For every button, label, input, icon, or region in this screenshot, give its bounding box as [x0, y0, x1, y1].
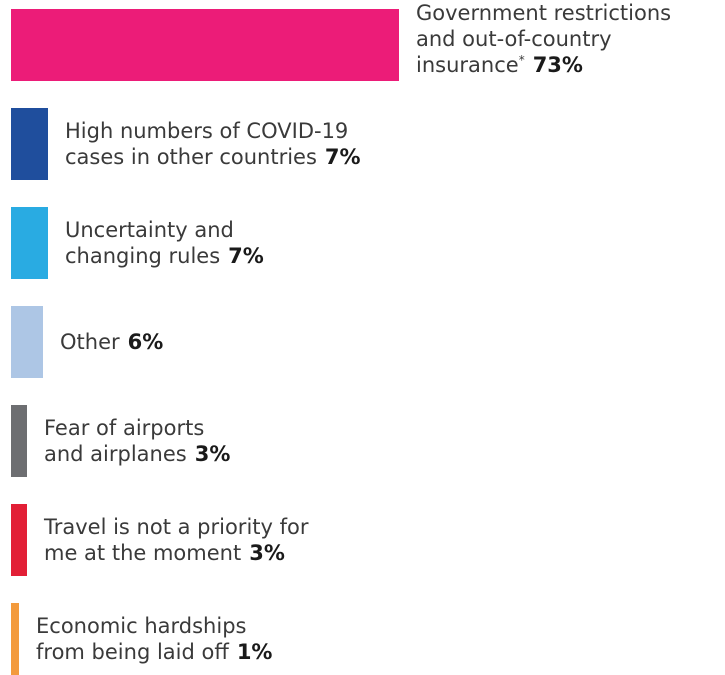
bar-label-1: High numbers of COVID-19 cases in other c… [65, 118, 361, 170]
value-label: 6% [127, 330, 164, 354]
category-text: me at the moment [44, 541, 242, 565]
category-text: and airplanes [44, 442, 187, 466]
bar-0 [11, 9, 399, 81]
bar-4 [11, 405, 27, 477]
bar-3 [11, 306, 43, 378]
value-label: 7% [324, 145, 361, 169]
value-label: 3% [249, 541, 285, 565]
category-text: Travel is not a priority for [44, 515, 309, 539]
category-text: cases in other countries [65, 145, 317, 169]
bar-label-6: Economic hardships from being laid off 1% [36, 613, 272, 665]
bar-1 [11, 108, 48, 180]
bar-5 [11, 504, 27, 576]
category-text: from being laid off [36, 640, 229, 664]
bar-label-5: Travel is not a priority for me at the mo… [44, 514, 309, 566]
category-text: insurance [416, 53, 519, 77]
footnote-marker: * [518, 53, 525, 67]
bar-label-3: Other 6% [60, 329, 163, 355]
category-text: Uncertainty and [65, 218, 234, 242]
value-label: 73% [532, 53, 583, 77]
category-text: Government restrictions [416, 1, 672, 25]
bar-label-4: Fear of airports and airplanes 3% [44, 415, 230, 467]
category-text: High numbers of COVID-19 [65, 119, 349, 143]
bar-label-0: Government restrictions and out-of-countr… [416, 0, 671, 78]
category-text: changing rules [65, 244, 221, 268]
bar-2 [11, 207, 48, 279]
value-label: 1% [236, 640, 273, 664]
bar-label-2: Uncertainty and changing rules 7% [65, 217, 264, 269]
category-text: and out-of-country [416, 27, 612, 51]
value-label: 7% [228, 244, 264, 268]
category-text: Fear of airports [44, 416, 205, 440]
value-label: 3% [194, 442, 231, 466]
category-text: Economic hardships [36, 614, 247, 638]
category-text: Other [60, 330, 120, 354]
bar-6 [11, 603, 19, 675]
